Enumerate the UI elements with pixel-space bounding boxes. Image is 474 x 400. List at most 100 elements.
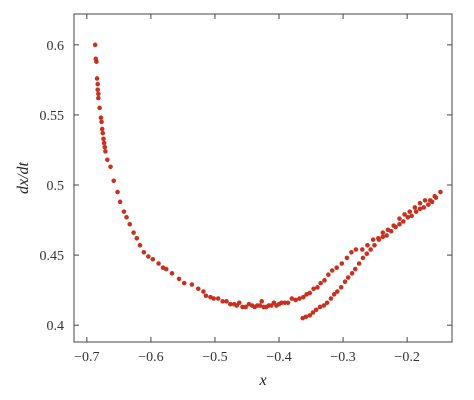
- data-point: [95, 81, 101, 87]
- data-point: [100, 130, 106, 136]
- data-point: [97, 105, 102, 111]
- data-point: [259, 299, 265, 304]
- data-point: [425, 202, 431, 207]
- plot-area: −0.7 −0.6 −0.5 −0.4 −0.3 −0.2 0.40.450.50.550…: [40, 13, 453, 365]
- data-point: [433, 195, 439, 200]
- data-point: [111, 178, 117, 184]
- x-axis-label: x: [258, 372, 266, 389]
- data-point: [370, 237, 376, 242]
- data-point: [181, 280, 187, 286]
- data-point: [101, 140, 107, 146]
- data-point: [397, 221, 402, 227]
- data-point: [224, 299, 229, 304]
- data-point: [344, 255, 350, 261]
- plot-frame: [73, 13, 453, 343]
- data-point: [334, 265, 339, 271]
- data-point: [353, 247, 359, 252]
- data-point: [384, 233, 389, 238]
- data-point: [393, 224, 398, 230]
- data-point: [297, 296, 302, 301]
- data-point: [98, 115, 104, 121]
- data-point: [203, 293, 209, 299]
- data-point: [293, 297, 298, 303]
- data-point: [397, 216, 402, 221]
- data-point: [95, 87, 101, 92]
- data-point: [103, 149, 108, 154]
- data-point: [413, 209, 419, 214]
- data-point: [127, 221, 133, 227]
- data-point: [360, 247, 365, 252]
- data-point: [141, 249, 147, 255]
- data-point: [368, 247, 373, 252]
- data-point: [285, 300, 291, 306]
- data-point: [99, 119, 104, 125]
- data-point: [324, 300, 330, 306]
- data-point: [338, 285, 344, 290]
- data-point: [339, 261, 345, 266]
- data-point: [365, 242, 370, 248]
- data-point: [422, 198, 428, 203]
- data-point: [195, 286, 201, 292]
- data-point: [407, 209, 413, 214]
- data-point: [349, 249, 354, 255]
- data-point: [156, 261, 161, 266]
- data-point: [331, 292, 337, 297]
- data-point: [228, 301, 233, 307]
- data-point: [94, 59, 99, 64]
- x-tick-label: −0.6: [138, 350, 163, 365]
- data-point: [301, 294, 306, 300]
- data-point: [438, 189, 443, 195]
- data-point: [150, 257, 156, 262]
- data-point: [310, 310, 316, 315]
- data-point: [124, 214, 129, 220]
- data-point: [388, 228, 394, 234]
- data-point: [311, 286, 316, 292]
- data-point: [329, 268, 335, 273]
- data-point: [409, 213, 414, 219]
- data-point: [220, 299, 225, 304]
- data-point: [322, 278, 327, 283]
- y-tick-label: 0.55: [40, 109, 65, 124]
- data-point: [102, 144, 108, 150]
- data-point: [313, 307, 319, 313]
- data-point: [356, 261, 362, 266]
- data-point: [321, 303, 327, 308]
- data-point: [352, 266, 358, 272]
- data-point: [318, 280, 323, 286]
- data-point: [236, 300, 242, 306]
- y-tick-label: 0.6: [47, 39, 65, 54]
- data-point: [189, 282, 195, 287]
- data-point: [335, 289, 340, 294]
- data-point: [417, 200, 423, 206]
- x-tick-label: −0.3: [330, 350, 355, 365]
- data-point: [328, 296, 334, 301]
- x-tick-label: −0.7: [74, 350, 99, 365]
- data-point: [176, 276, 182, 282]
- data-point: [257, 303, 263, 308]
- data-point: [303, 314, 309, 320]
- y-axis-label: dx/dt: [15, 161, 32, 194]
- data-point: [108, 164, 113, 170]
- data-point: [134, 235, 140, 241]
- data-point: [405, 214, 411, 220]
- x-tick-label: −0.5: [202, 350, 227, 365]
- data-point: [105, 157, 110, 163]
- data-point: [417, 206, 423, 212]
- data-point: [412, 205, 418, 210]
- data-point: [289, 296, 295, 301]
- data-point: [94, 76, 100, 81]
- data-point: [96, 91, 101, 97]
- data-point: [96, 95, 101, 101]
- x-tick-label: −0.4: [266, 350, 291, 365]
- data-point: [380, 234, 386, 240]
- data-point: [376, 237, 382, 242]
- data-point: [240, 304, 245, 310]
- data-point: [279, 300, 284, 306]
- data-point: [342, 279, 348, 285]
- data-point: [307, 290, 313, 296]
- data-point: [201, 289, 206, 294]
- data-point: [101, 136, 106, 142]
- data-point: [429, 199, 435, 205]
- data-point: [372, 242, 377, 248]
- data-point: [131, 230, 136, 235]
